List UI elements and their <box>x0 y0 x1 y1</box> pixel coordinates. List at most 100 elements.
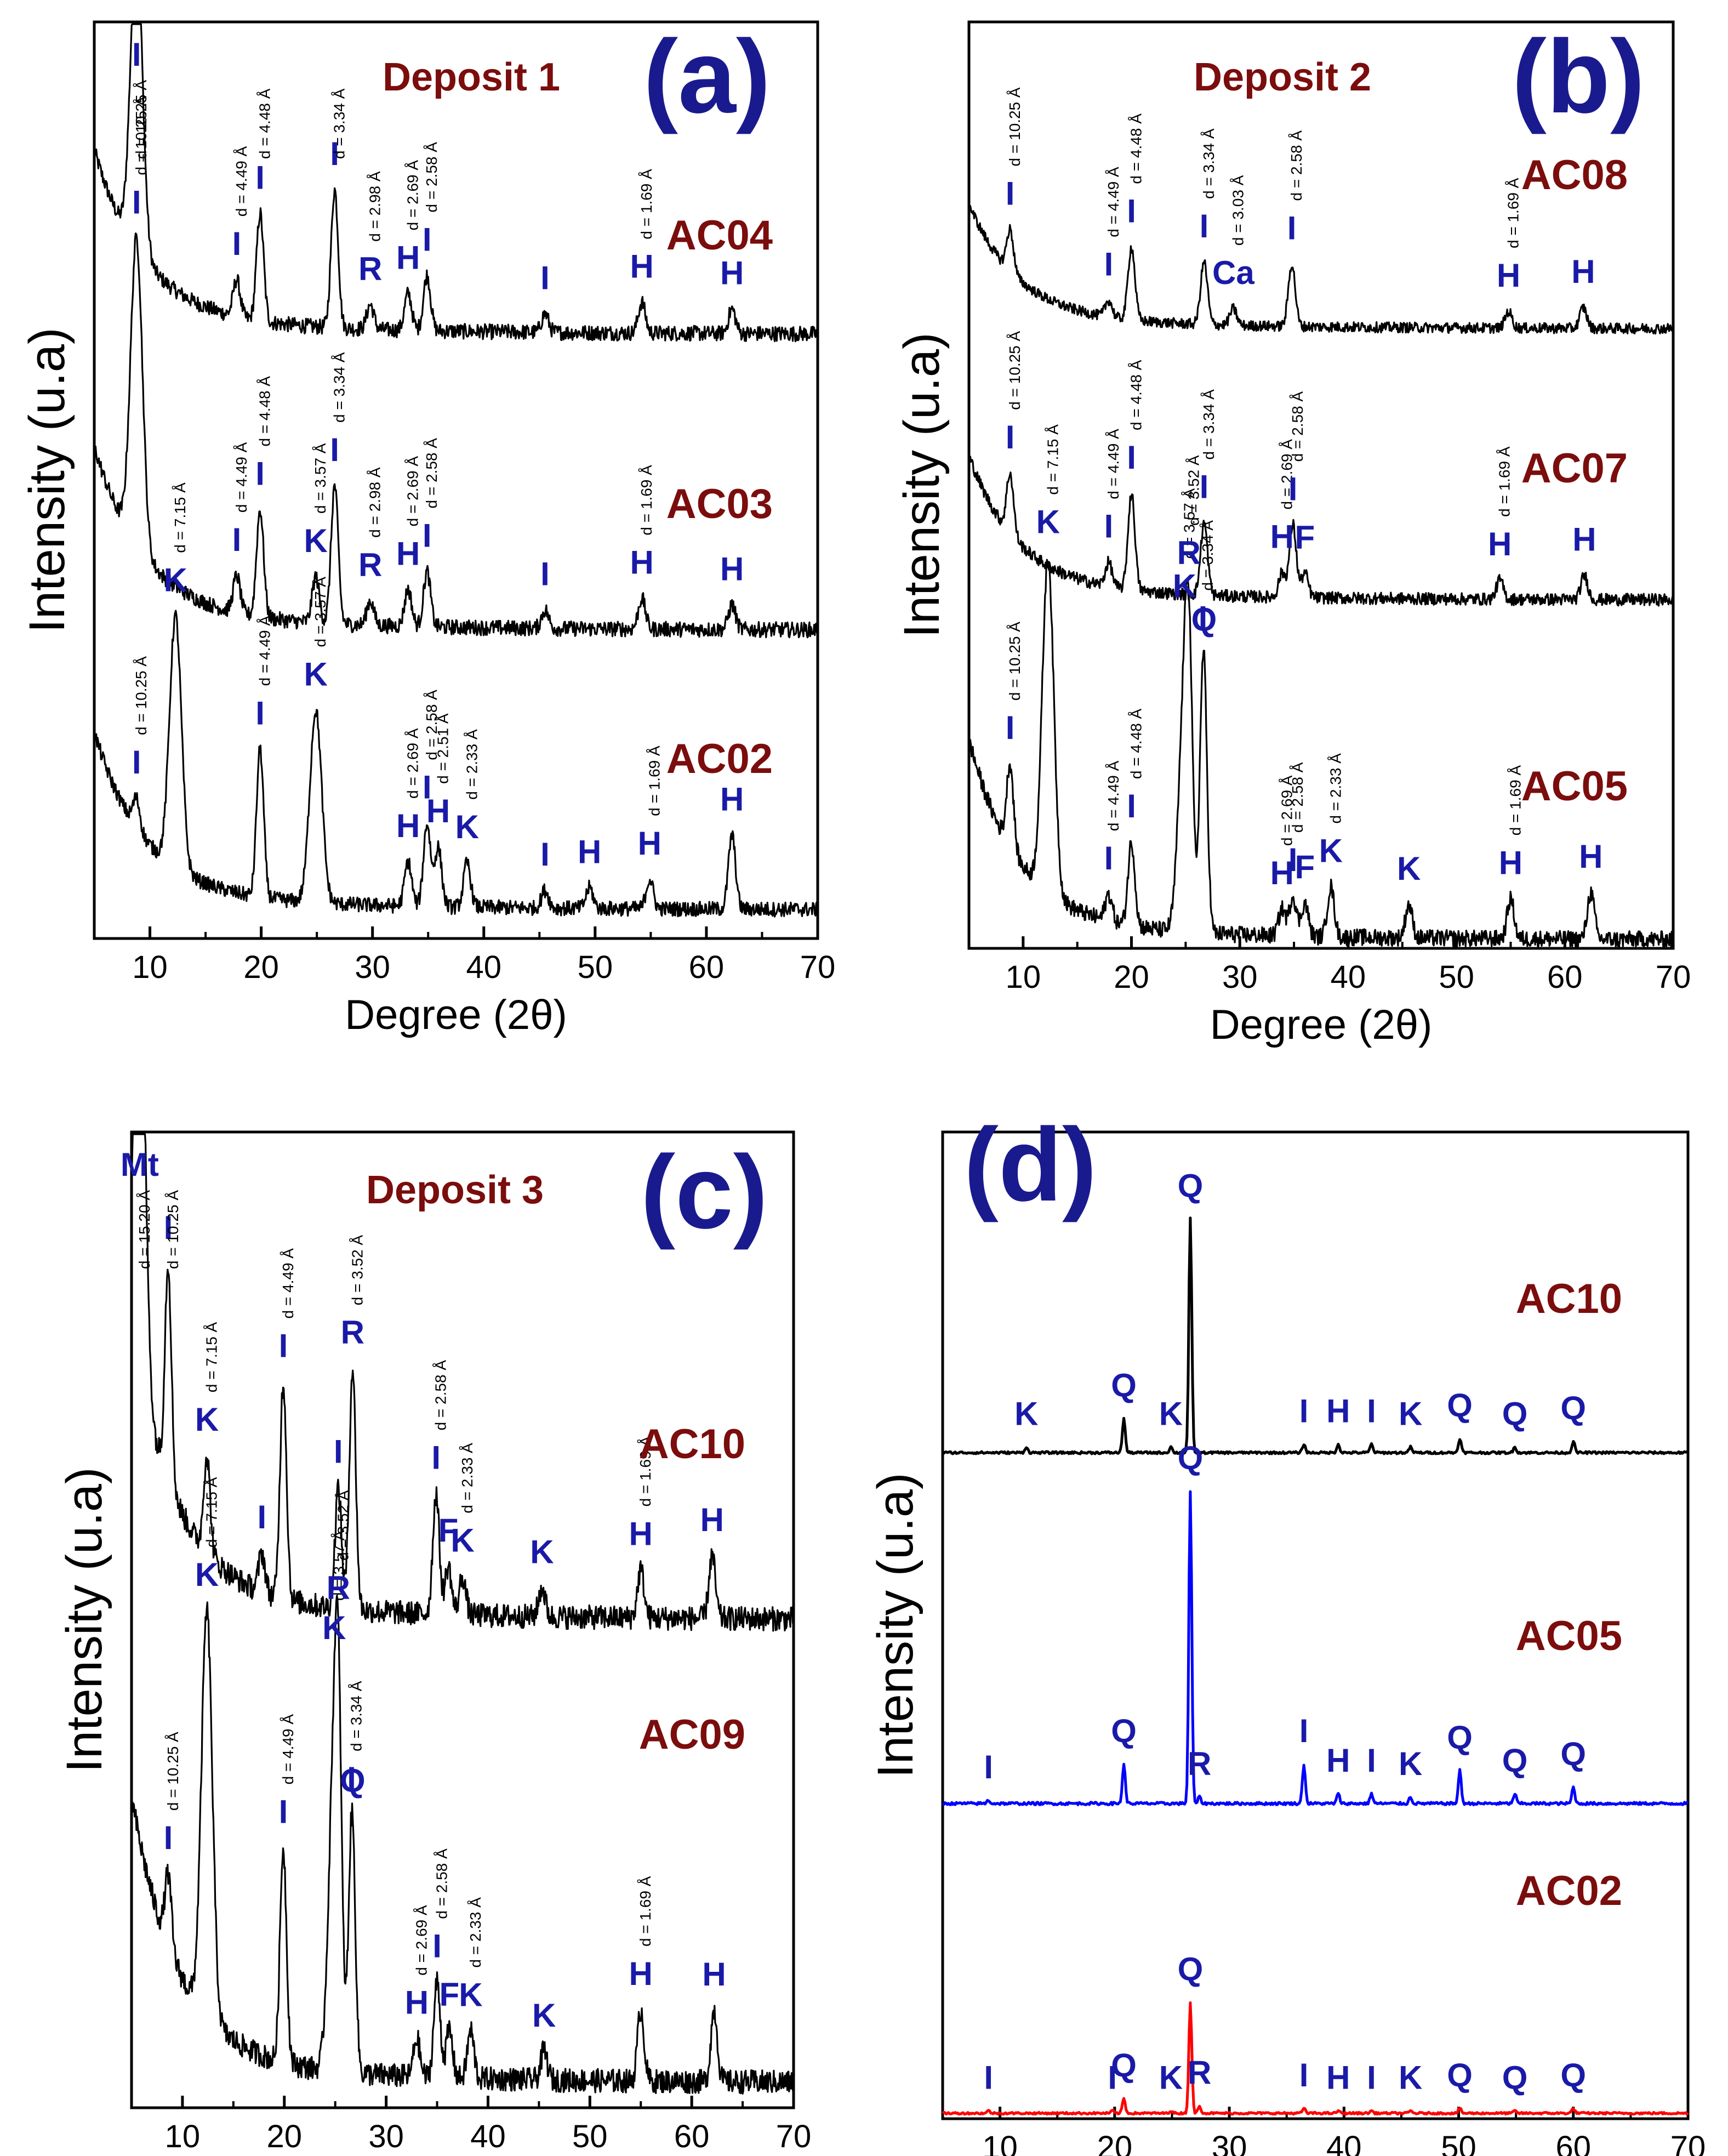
phase-label-k: K <box>455 809 479 845</box>
phase-label-h: H <box>638 825 661 862</box>
d-spacing-label: d = 2.69 Å <box>413 1905 430 1976</box>
d-spacing-label: d = 3.52 Å <box>349 1235 366 1305</box>
phase-label-i: I <box>132 184 141 220</box>
phase-label-i: I <box>431 1439 441 1476</box>
phase-label-h: H <box>1572 521 1596 558</box>
y-axis-label: Intensity (u.a) <box>56 1467 112 1772</box>
d-spacing-label: d = 2.98 Å <box>367 467 384 538</box>
d-spacing-label: d = 3.34 Å <box>347 1681 364 1751</box>
y-axis-label: Intensity (u.a) <box>19 327 75 633</box>
x-tick-label: 70 <box>1656 959 1691 995</box>
phase-label-h: H <box>1326 1742 1350 1779</box>
d-spacing-label: d = 7.15 Å <box>172 482 189 553</box>
d-spacing-label: d = 2.33 Å <box>1327 753 1344 824</box>
phase-label-h: H <box>426 793 450 829</box>
x-axis-label: Degree (2θ) <box>1210 1002 1433 1048</box>
phase-label-i: I <box>1367 1392 1376 1429</box>
phase-label-h: H <box>1326 1392 1350 1429</box>
x-tick-label: 30 <box>368 2119 404 2154</box>
phase-label-i: I <box>423 769 432 806</box>
phase-label-i: I <box>984 2060 993 2096</box>
phase-label-i: I <box>1200 208 1209 244</box>
phase-label-q: Q <box>1502 1396 1528 1432</box>
phase-label-i: I <box>1199 600 1208 636</box>
phase-label-i: I <box>330 135 339 172</box>
d-spacing-label: d = 1.69 Å <box>1505 178 1522 248</box>
d-spacing-label: d = 7.15 Å <box>203 1322 220 1392</box>
phase-label-q: Q <box>1447 2057 1473 2094</box>
phase-label-k: K <box>1399 1396 1422 1432</box>
x-tick-label: 30 <box>355 949 390 985</box>
phase-label-h: H <box>578 833 601 870</box>
d-spacing-label: d = 10.25 Å <box>1006 87 1023 166</box>
phase-label-h: H <box>1499 844 1522 881</box>
phase-label-q: Q <box>340 1762 366 1799</box>
d-spacing-label: d = 2.58 Å <box>432 1360 449 1431</box>
d-spacing-label: d = 1.69 Å <box>646 746 663 816</box>
d-spacing-label: d = 2.58 Å <box>434 1848 450 1919</box>
phase-label-r: R <box>1188 1745 1211 1782</box>
x-tick-label: 20 <box>1114 959 1149 995</box>
phase-label-i: I <box>1287 209 1297 246</box>
phase-label-i: I <box>279 1327 288 1364</box>
phase-label-h: H <box>396 239 420 276</box>
d-spacing-label: d = 3.57 Å <box>312 577 329 647</box>
phase-label-i: I <box>1299 1713 1309 1749</box>
phase-label-i: I <box>1006 419 1015 456</box>
phase-label-q: Q <box>1178 1168 1204 1204</box>
d-spacing-label: d = 3.52 Å <box>1185 455 1202 526</box>
phase-label-i: I <box>330 431 339 468</box>
series-ac10: Mt d = 15.20 Å Id = 10.25 Å Kd = 7.15 Å I Id … <box>121 1133 795 1632</box>
phase-label-h: H <box>720 255 744 292</box>
d-spacing-label: d = 4.49 Å <box>233 442 250 513</box>
d-spacing-label: d = 7.15 Å <box>1044 424 1061 495</box>
phase-label-i: I <box>164 1819 173 1856</box>
phase-label-i: I <box>423 221 432 258</box>
d-spacing-label: d = 10.25 Å <box>164 1732 181 1811</box>
phase-label-i: I <box>132 36 141 73</box>
phase-label-i: I <box>1288 841 1298 878</box>
phase-label-k: K <box>532 1997 556 2034</box>
phase-label-k: K <box>1036 504 1060 541</box>
phase-label-i: I <box>1006 709 1015 746</box>
phase-label-k: K <box>1173 567 1196 604</box>
d-spacing-label: d = 10.25 Å <box>133 656 150 735</box>
d-spacing-label: d = 1.69 Å <box>637 1436 654 1507</box>
x-tick-label: 50 <box>578 949 613 985</box>
phase-label-k: K <box>304 522 327 559</box>
phase-label-i: I <box>279 1793 288 1830</box>
phase-label-k: K <box>322 1609 346 1646</box>
phase-label-h: H <box>630 248 653 285</box>
phase-label-q: Q <box>1502 1742 1528 1779</box>
panel-letter: (a) <box>643 19 771 135</box>
x-tick-label: 40 <box>466 949 502 985</box>
sample-label: AC03 <box>666 481 773 527</box>
phase-label-i: I <box>347 1760 356 1797</box>
phase-label-k: K <box>1014 1396 1038 1432</box>
trace-line <box>130 1595 795 2095</box>
x-tick-label: 70 <box>800 949 836 985</box>
phase-label-k: K <box>195 1401 219 1438</box>
phase-label-q: Q <box>1502 2060 1528 2096</box>
phase-label-ca: Ca <box>1212 254 1254 291</box>
x-tick-label: 10 <box>132 949 168 985</box>
phase-label-i: I <box>540 556 550 593</box>
phase-label-h: H <box>1270 518 1294 555</box>
plot-frame <box>967 20 1675 950</box>
phase-label-i: I <box>984 1749 993 1785</box>
x-tick-label: 10 <box>165 2119 201 2154</box>
d-spacing-label: d = 4.48 Å <box>256 376 273 447</box>
phase-label-h: H <box>396 535 420 572</box>
phase-label-r: R <box>1188 2055 1211 2091</box>
phase-label-i: I <box>255 159 265 196</box>
d-spacing-label: d = 2.58 Å <box>1289 762 1306 833</box>
d-spacing-label: d = 4.49 Å <box>280 1248 296 1319</box>
x-tick-label: 30 <box>1222 959 1258 995</box>
x-tick-label: 20 <box>267 2119 303 2154</box>
d-spacing-label: d = 2.69 Å <box>404 456 421 527</box>
phase-label-i: I <box>1299 2057 1309 2094</box>
panel-letter: (c) <box>641 1134 768 1250</box>
trace-line <box>93 232 819 639</box>
